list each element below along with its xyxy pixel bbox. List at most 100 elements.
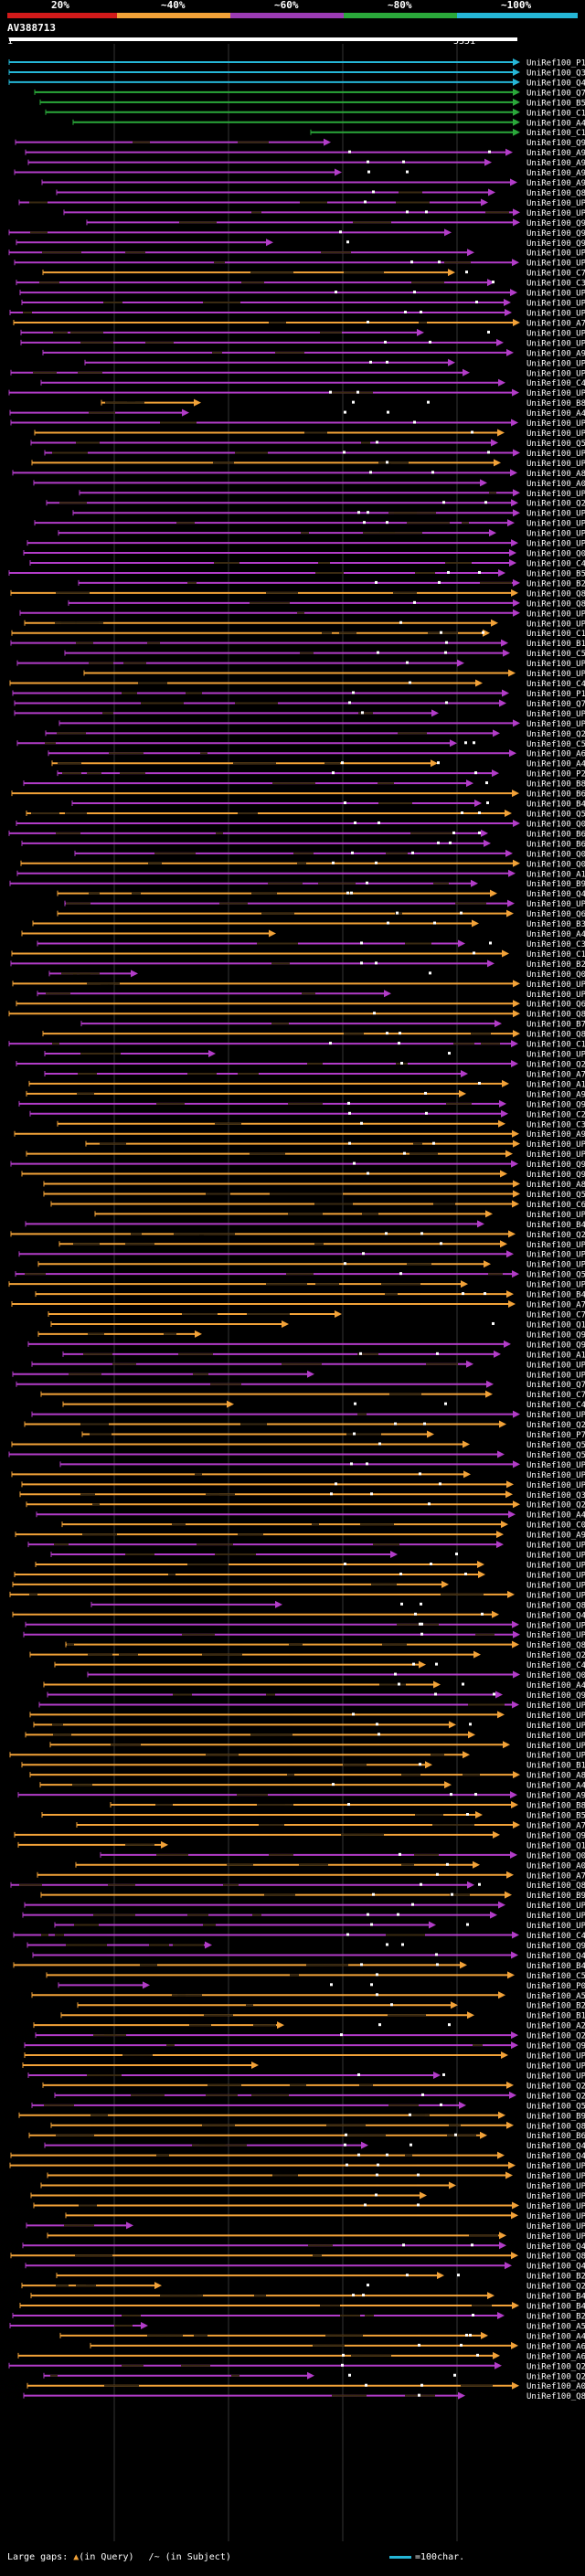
hit-accession-label[interactable]: UniRef100_Q2WRE0 — [526, 1061, 585, 1070]
hit-row[interactable]: UniRef100_UP1000.. — [59, 1460, 585, 1470]
hit-row[interactable]: UniRef100_C5VAT4 — [64, 649, 585, 660]
hit-accession-label[interactable]: UniRef100_Q2JS08 — [526, 1231, 585, 1240]
hit-accession-label[interactable]: UniRef100_B4UEH4 — [526, 1291, 585, 1300]
hit-accession-label[interactable]: UniRef100_B5QYN9 — [526, 569, 585, 578]
hit-row[interactable]: UniRef100_A7H144 — [11, 1300, 585, 1310]
hit-accession-label[interactable]: UniRef100_Q9FT3-2 — [526, 2042, 585, 2051]
hit-accession-label[interactable]: UniRef100_C4LJ82 — [526, 1932, 585, 1941]
hit-row[interactable]: UniRef100_Q8CJQ8 — [56, 188, 585, 198]
hit-row[interactable]: UniRef100_Q9U3Z5 — [16, 239, 585, 249]
hit-row[interactable]: UniRef100_Q4LV51 — [10, 2151, 585, 2162]
hit-accession-label[interactable]: UniRef100_UP1000.. — [526, 1461, 585, 1470]
hit-row[interactable]: UniRef100_Q9PFT3 — [47, 1691, 585, 1701]
hit-row[interactable]: UniRef100_Q9U3Z9 — [86, 218, 585, 228]
hit-accession-label[interactable]: UniRef100_Q5EFR4 — [526, 1451, 585, 1460]
hit-row[interactable]: UniRef100_UP1000.. — [12, 980, 585, 990]
hit-row[interactable]: UniRef100_Q6BE20 — [16, 1000, 585, 1010]
hit-accession-label[interactable]: UniRef100_Q9KPB2 — [526, 1942, 585, 1951]
hit-row[interactable]: UniRef100_B8J8A1 — [23, 779, 585, 790]
hit-row[interactable]: UniRef100_P10105 — [12, 689, 585, 699]
hit-accession-label[interactable]: UniRef100_Q0S219 — [526, 970, 585, 980]
hit-row[interactable]: UniRef100_UP1000.. — [21, 299, 585, 309]
hit-row[interactable]: UniRef100_UP1000.. — [26, 1150, 585, 1161]
hit-accession-label[interactable]: UniRef100_Q0RDS4 — [526, 820, 585, 829]
hit-row[interactable]: UniRef100_UP1000.. — [21, 1480, 585, 1490]
hit-accession-label[interactable]: UniRef100_Q1770L — [526, 1320, 585, 1330]
hit-row[interactable]: UniRef100_UP1000.. — [9, 309, 585, 319]
hit-row[interactable]: UniRef100_Q3WLV1 — [8, 68, 585, 79]
hit-row[interactable]: UniRef100_Q41048 — [57, 889, 585, 900]
hit-accession-label[interactable]: UniRef100_UP1000.. — [526, 670, 585, 679]
hit-accession-label[interactable]: UniRef100_Q95JC9-2 — [526, 1330, 585, 1340]
hit-accession-label[interactable]: UniRef100_Q82K53 — [526, 1011, 585, 1020]
hit-row[interactable]: UniRef100_A4S3C0 — [72, 118, 585, 129]
hit-row[interactable]: UniRef100_Q2J7R1 — [21, 2282, 585, 2292]
hit-row[interactable]: UniRef100_B2VQ77 — [78, 578, 585, 589]
hit-accession-label[interactable]: UniRef100_A9AHY7 — [526, 1792, 585, 1801]
hit-row[interactable]: UniRef100_Q82K53 — [8, 1010, 585, 1020]
hit-row[interactable]: UniRef100_UP1000.. — [8, 249, 585, 259]
hit-accession-label[interactable]: UniRef100_Q6BE20 — [526, 1001, 585, 1010]
hit-accession-label[interactable]: UniRef100_UP1000.. — [526, 1150, 585, 1160]
hit-row[interactable]: UniRef100_A9RBQ5 — [26, 1089, 585, 1100]
hit-row[interactable]: UniRef100_Q2UJQ0 — [43, 2371, 585, 2382]
hit-accession-label[interactable]: UniRef100_UP1000.. — [526, 249, 585, 259]
hit-row[interactable]: UniRef100_B5W418 — [39, 98, 585, 109]
hit-accession-label[interactable]: UniRef100_A0NEY0 — [526, 1861, 585, 1871]
hit-accession-label[interactable]: UniRef100_Q41048 — [526, 890, 585, 899]
hit-accession-label[interactable]: UniRef100_B9TXT0 — [526, 1892, 585, 1901]
hit-row[interactable]: UniRef100_A9N2N7 — [41, 178, 585, 189]
hit-row[interactable]: UniRef100_A8LAW4 — [29, 1771, 585, 1781]
hit-row[interactable]: UniRef100_Q7S9T1 — [14, 699, 585, 709]
hit-row[interactable]: UniRef100_B6T120 — [8, 829, 585, 840]
hit-row[interactable]: UniRef100_A8S1E8 — [12, 469, 585, 479]
hit-row[interactable]: UniRef100_C4R1Q4 — [9, 679, 585, 690]
hit-accession-label[interactable]: UniRef100_UP1000.. — [526, 1261, 585, 1270]
hit-accession-label[interactable]: UniRef100_UP1000.. — [526, 389, 585, 398]
hit-row[interactable]: UniRef100_Q2UKI5 — [42, 2081, 585, 2092]
hit-accession-label[interactable]: UniRef100_UP1000.. — [526, 1922, 585, 1931]
hit-row[interactable]: UniRef100_B8H122 — [101, 398, 585, 409]
hit-accession-label[interactable]: UniRef100_Q5BE44 — [526, 1271, 585, 1280]
hit-row[interactable]: UniRef100_Q2WRE0 — [16, 1060, 585, 1070]
hit-accession-label[interactable]: UniRef100_UP1000.. — [526, 1542, 585, 1551]
hit-row[interactable]: UniRef100_C1B313 — [8, 1040, 585, 1050]
hit-accession-label[interactable]: UniRef100_Q21M13 — [526, 500, 585, 509]
hit-accession-label[interactable]: UniRef100_Q2J7R1 — [526, 2283, 585, 2292]
hit-accession-label[interactable]: UniRef100_Q0ZZ23 — [526, 1851, 585, 1860]
hit-row[interactable]: UniRef100_P23688 — [57, 769, 585, 779]
hit-accession-label[interactable]: UniRef100_Q5Y5C6 — [526, 811, 585, 820]
hit-accession-label[interactable]: UniRef100_A4BM8 — [526, 930, 585, 939]
hit-accession-label[interactable]: UniRef100_A4F9E2 — [526, 1782, 585, 1791]
hit-row[interactable]: UniRef100_C3Z250 — [37, 939, 585, 949]
hit-row[interactable]: UniRef100_C1UQV5 — [11, 949, 585, 959]
hit-accession-label[interactable]: UniRef100_UP1000.. — [526, 2072, 585, 2081]
hit-accession-label[interactable]: UniRef100_UP1000.. — [526, 329, 585, 338]
hit-row[interactable]: UniRef100_B1VBG2 — [60, 2011, 585, 2021]
hit-row[interactable]: UniRef100_UP1000.. — [58, 719, 585, 729]
hit-accession-label[interactable]: UniRef100_P04280 — [526, 1982, 585, 1991]
hit-accession-label[interactable]: UniRef100_B1W4V8 — [526, 1762, 585, 1771]
hit-row[interactable]: UniRef100_A7S3Z4 — [13, 318, 585, 329]
hit-accession-label[interactable]: UniRef100_C5UW35 — [526, 1972, 585, 1981]
hit-row[interactable]: UniRef100_B4UJZ6 — [30, 2292, 585, 2302]
hit-accession-label[interactable]: UniRef100_Q4BE24 — [526, 1952, 585, 1961]
hit-accession-label[interactable]: UniRef100_UP1000.. — [526, 2062, 585, 2072]
hit-row[interactable]: UniRef100_C2WNY0 — [29, 1109, 585, 1120]
hit-accession-label[interactable]: UniRef100_UP1000.. — [526, 2202, 585, 2211]
hit-row[interactable]: UniRef100_Q8UAL6 — [65, 1640, 585, 1651]
hit-accession-label[interactable]: UniRef100_Q8Y1A — [526, 2392, 585, 2401]
hit-accession-label[interactable]: UniRef100_Q2J7Q6 — [526, 1501, 585, 1511]
hit-accession-label[interactable]: UniRef100_A8S1E8 — [526, 470, 585, 479]
hit-accession-label[interactable]: UniRef100_B4VDX1 — [526, 800, 585, 810]
hit-row[interactable]: UniRef100_A4F9E2 — [39, 1781, 585, 1791]
hit-accession-label[interactable]: UniRef100_UP1000.. — [526, 1361, 585, 1370]
hit-accession-label[interactable]: UniRef100_Q2UJQ0 — [526, 2372, 585, 2381]
hit-accession-label[interactable]: UniRef100_UP1000.. — [526, 339, 585, 348]
hit-row[interactable]: UniRef100_B5QYN9 — [8, 568, 585, 579]
hit-row[interactable]: UniRef100_C7R3D9 — [40, 1390, 585, 1401]
hit-accession-label[interactable]: UniRef100_A4FP45 — [526, 2332, 585, 2341]
hit-row[interactable]: UniRef100_Q9S7K7 — [15, 138, 585, 149]
hit-accession-label[interactable]: UniRef100_UP1000.. — [526, 1631, 585, 1640]
hit-row[interactable]: UniRef100_A1SLK7 — [62, 1350, 585, 1361]
